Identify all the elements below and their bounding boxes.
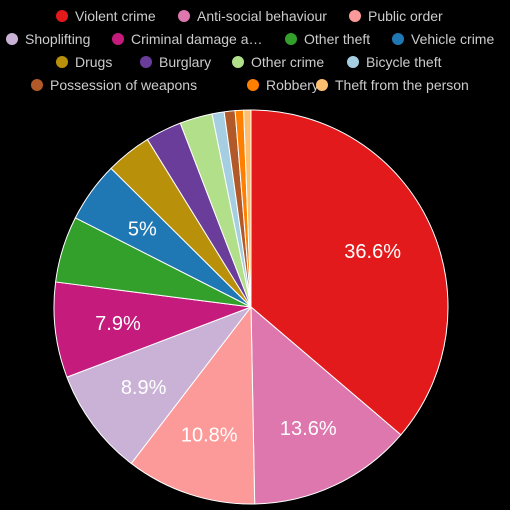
legend-label: Bicycle theft xyxy=(366,54,442,70)
legend: Violent crime Anti-social behaviour Public… xyxy=(6,8,494,93)
pie-slice xyxy=(250,109,449,436)
slice-value-label: 10.8% xyxy=(181,424,238,446)
slice-value-label: 13.6% xyxy=(280,418,337,440)
pie-slice xyxy=(250,306,402,505)
legend-item: Vehicle crime xyxy=(392,31,494,47)
pie-slice xyxy=(53,281,252,378)
legend-item: Burglary xyxy=(140,54,211,70)
legend-item: Violent crime xyxy=(56,8,156,24)
pie-slice xyxy=(243,109,252,308)
legend-swatch xyxy=(31,79,43,91)
legend-item: Public order xyxy=(349,8,443,24)
legend-swatch xyxy=(347,56,359,68)
legend-swatch xyxy=(140,56,152,68)
legend-swatch xyxy=(285,33,297,45)
legend-item: Robbery xyxy=(247,77,319,93)
legend-swatch xyxy=(112,33,124,45)
slice-value-label: 5% xyxy=(128,219,157,241)
pie-slice xyxy=(130,306,256,505)
legend-swatch xyxy=(247,79,259,91)
legend-swatch xyxy=(232,56,244,68)
slice-value-label: 8.9% xyxy=(121,377,167,399)
legend-item: Other crime xyxy=(232,54,324,70)
legend-item: Possession of weapons xyxy=(31,77,197,93)
legend-swatch xyxy=(316,79,328,91)
legend-label: Robbery xyxy=(266,77,319,93)
legend-swatch xyxy=(392,33,404,45)
legend-item: Criminal damage a… xyxy=(112,31,263,47)
legend-label: Violent crime xyxy=(75,8,156,24)
slice-labels: 36.6% 13.6% 10.8% 8.9% 7.9% 5% xyxy=(95,219,401,447)
legend-swatch xyxy=(56,10,68,22)
legend-label: Other crime xyxy=(251,54,324,70)
legend-item: Anti-social behaviour xyxy=(178,8,327,24)
legend-label: Vehicle crime xyxy=(411,31,494,47)
legend-label: Possession of weapons xyxy=(50,77,197,93)
legend-label: Other theft xyxy=(304,31,370,47)
legend-label: Drugs xyxy=(75,54,112,70)
legend-swatch xyxy=(349,10,361,22)
legend-label: Shoplifting xyxy=(25,31,90,47)
legend-item: Shoplifting xyxy=(6,31,90,47)
pie-slice xyxy=(66,306,252,464)
slice-value-label: 36.6% xyxy=(344,241,401,263)
slice-value-label: 7.9% xyxy=(95,313,141,335)
legend-swatch xyxy=(178,10,190,22)
legend-label: Public order xyxy=(368,8,443,24)
legend-swatch xyxy=(56,56,68,68)
legend-label: Anti-social behaviour xyxy=(197,8,327,24)
legend-label: Burglary xyxy=(159,54,211,70)
legend-label: Criminal damage a… xyxy=(131,31,263,47)
legend-label: Theft from the person xyxy=(335,77,469,93)
legend-swatch xyxy=(6,33,18,45)
legend-item: Bicycle theft xyxy=(347,54,442,70)
legend-item: Drugs xyxy=(56,54,112,70)
legend-item: Other theft xyxy=(285,31,370,47)
pie-slices xyxy=(53,109,449,505)
legend-item: Theft from the person xyxy=(316,77,469,93)
